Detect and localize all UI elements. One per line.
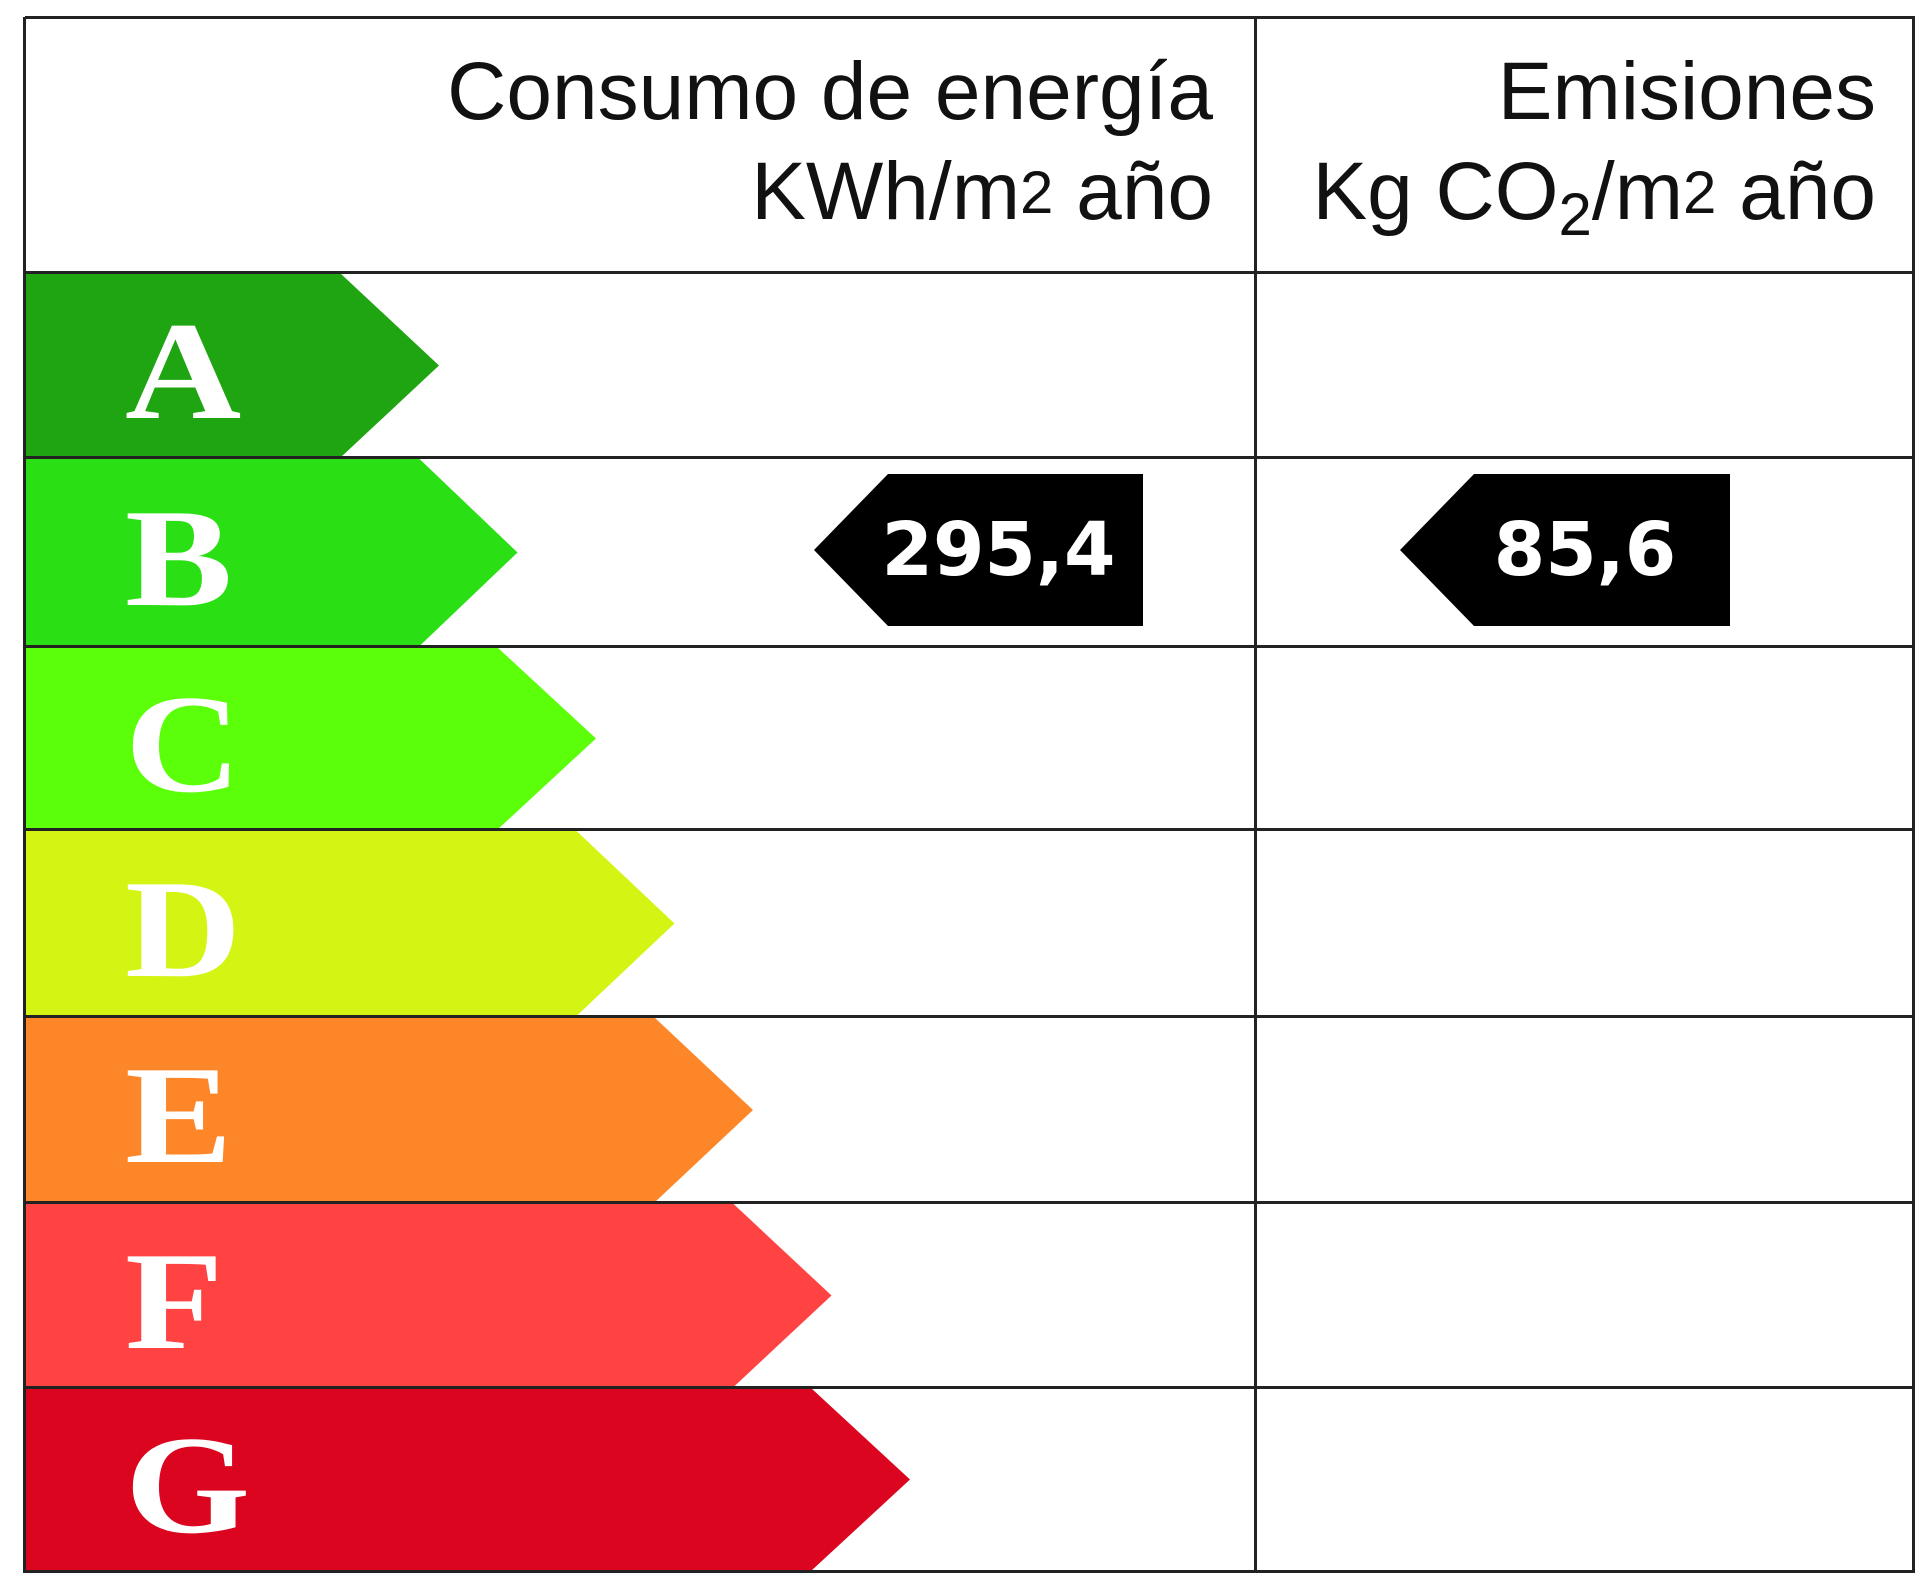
- energy-title: Consumo de energía: [447, 46, 1213, 137]
- divider: [25, 1570, 1915, 1573]
- divider: [25, 1201, 1915, 1204]
- class-arrow-d: D: [25, 830, 675, 1017]
- class-letter: D: [125, 851, 242, 1007]
- class-arrow-a: A: [25, 273, 439, 458]
- divider: [25, 828, 1915, 831]
- divider: [23, 17, 26, 1573]
- emissions-header: Emisiones Kg CO2/m2 año: [1312, 42, 1876, 265]
- class-letter: F: [125, 1223, 224, 1379]
- class-letter: G: [125, 1407, 251, 1563]
- divider: [25, 456, 1915, 459]
- class-arrow-c: C: [25, 647, 596, 830]
- class-letter: B: [125, 480, 233, 636]
- class-arrow-b: B: [25, 458, 518, 647]
- class-arrow-e: E: [25, 1017, 753, 1203]
- energy-value: 295,4: [881, 507, 1116, 593]
- class-letter: C: [125, 666, 242, 822]
- divider: [1254, 17, 1257, 1573]
- class-arrow-g: G: [25, 1388, 910, 1571]
- divider: [25, 271, 1915, 274]
- energy-unit: KWh/m2 año: [751, 146, 1213, 237]
- class-letter: E: [125, 1038, 233, 1193]
- class-letter: A: [125, 293, 242, 449]
- divider: [25, 645, 1915, 648]
- divider: [25, 1015, 1915, 1018]
- emissions-title: Emisiones: [1497, 46, 1876, 137]
- emissions-value: 85,6: [1493, 507, 1677, 593]
- emissions-value-tag: 85,6: [1400, 474, 1730, 626]
- emissions-unit: Kg CO2/m2 año: [1312, 146, 1876, 248]
- divider: [25, 16, 1915, 19]
- class-arrow-f: F: [25, 1203, 832, 1388]
- divider: [1912, 17, 1915, 1573]
- energy-value-tag: 295,4: [814, 474, 1143, 626]
- energy-header: Consumo de energía KWh/m2 año: [447, 42, 1213, 243]
- divider: [25, 1386, 1915, 1389]
